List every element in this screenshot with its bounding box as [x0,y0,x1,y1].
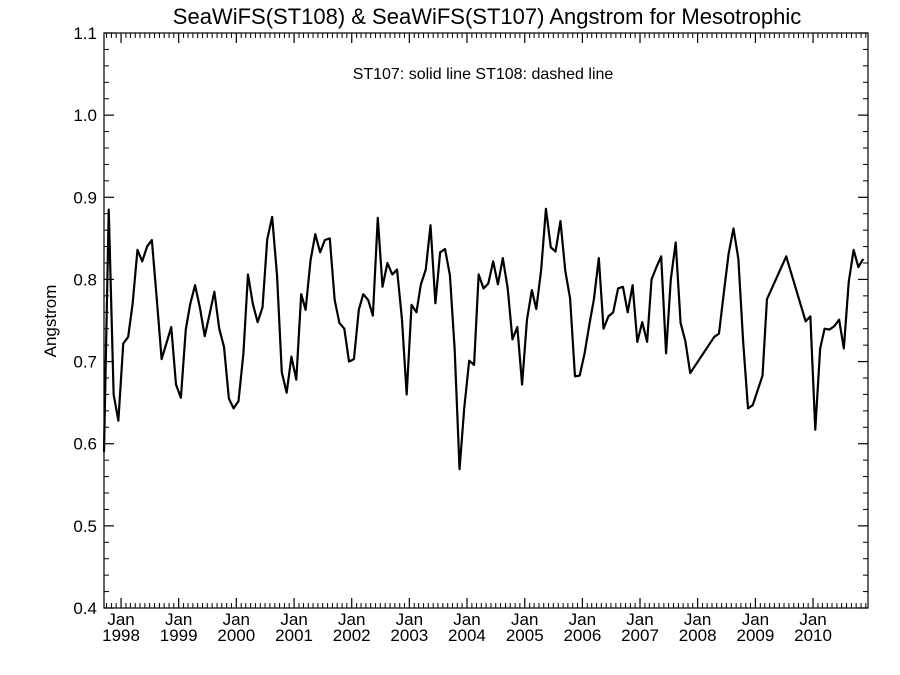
x-tick-year-label: 2009 [737,626,775,645]
x-tick-month-label: Jan [223,610,250,629]
line-style-legend: ST107: solid line ST108: dashed line [353,66,614,83]
x-tick-month-label: Jan [684,610,711,629]
y-tick-label: 0.5 [73,517,97,536]
y-tick-label: 1.1 [73,24,97,43]
x-tick-month-label: Jan [511,610,538,629]
x-tick-month-label: Jan [338,610,365,629]
x-tick-month-label: Jan [280,610,307,629]
x-tick-year-label: 2008 [679,626,717,645]
x-tick-year-label: 1998 [102,626,140,645]
x-tick-month-label: Jan [396,610,423,629]
y-tick-label: 0.6 [73,435,97,454]
chart-title: SeaWiFS(ST108) & SeaWiFS(ST107) Angstrom… [173,4,801,29]
x-tick-year-label: 2005 [506,626,544,645]
y-tick-label: 1.0 [73,106,97,125]
x-tick-month-label: Jan [569,610,596,629]
x-tick-month-label: Jan [742,610,769,629]
x-tick-year-label: 2003 [390,626,428,645]
x-tick-month-label: Jan [453,610,480,629]
x-tick-year-label: 2010 [794,626,832,645]
x-tick-month-label: Jan [165,610,192,629]
y-tick-label: 0.4 [73,599,97,618]
x-tick-month-label: Jan [799,610,826,629]
x-tick-year-label: 2007 [621,626,659,645]
x-tick-year-label: 2004 [448,626,486,645]
x-tick-month-label: Jan [626,610,653,629]
y-axis-label: Angstrom [41,285,60,358]
x-tick-year-label: 1999 [160,626,198,645]
series-line-0 [102,207,865,471]
x-tick-year-label: 2001 [275,626,313,645]
x-tick-year-label: 2002 [333,626,371,645]
y-tick-label: 0.8 [73,270,97,289]
x-tick-year-label: 2000 [217,626,255,645]
y-tick-label: 0.7 [73,353,97,372]
y-tick-label: 0.9 [73,188,97,207]
x-tick-month-label: Jan [107,610,134,629]
x-tick-year-label: 2006 [563,626,601,645]
